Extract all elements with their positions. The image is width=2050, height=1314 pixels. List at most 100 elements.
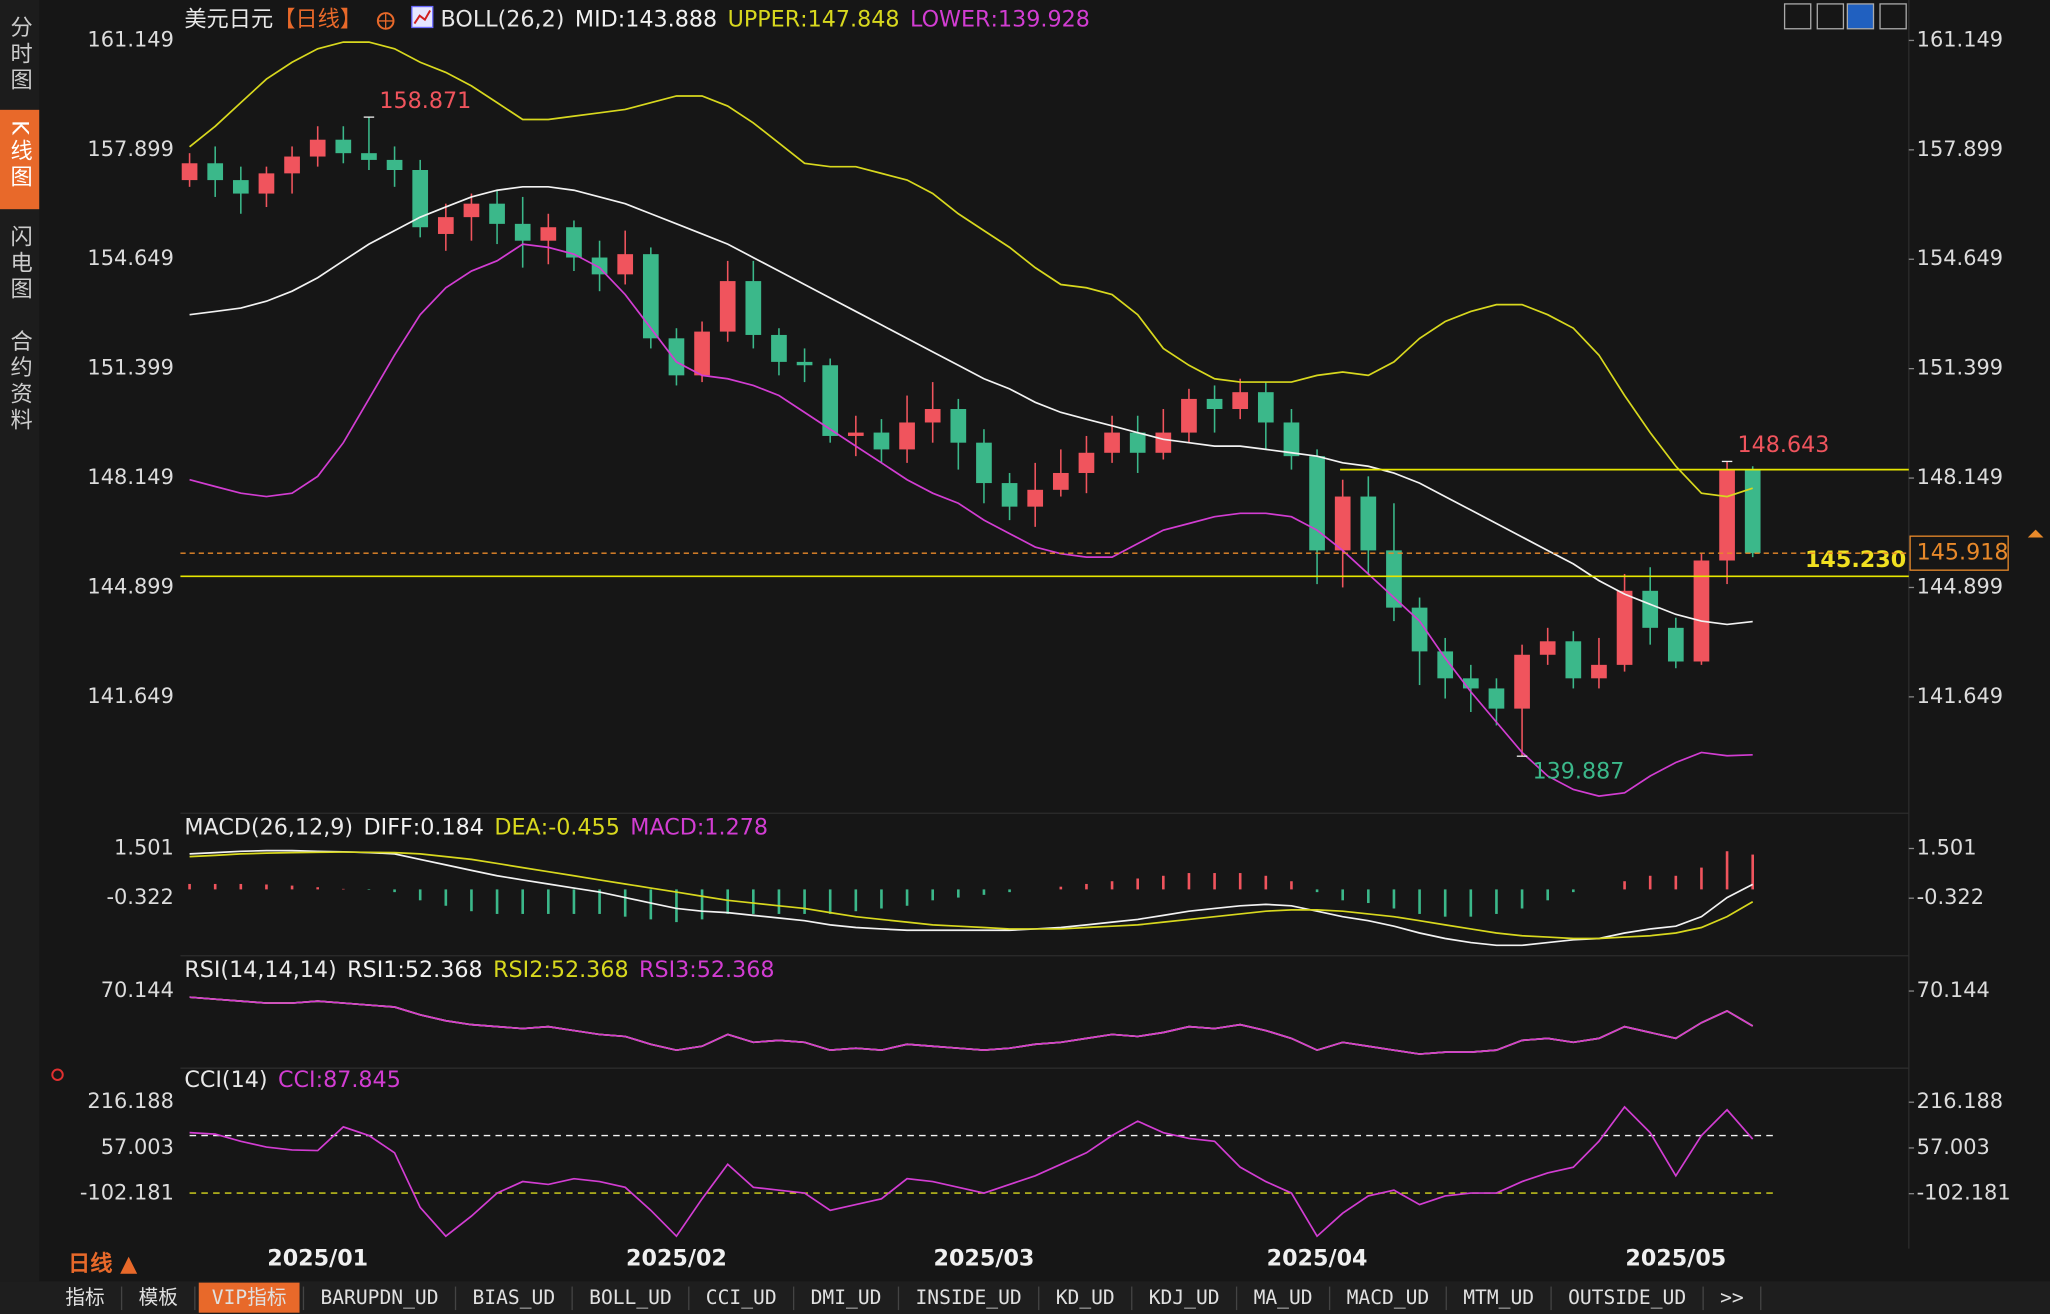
indicator-line [189,996,1754,1055]
legend-value: 139.928 [998,6,1090,32]
toolbar-tab-bg[interactable] [52,1282,118,1313]
layout-icon[interactable] [1816,3,1845,30]
toolbar-tab[interactable]: MACD_UD [1347,1286,1430,1309]
toolbar-tab-bg[interactable] [125,1282,191,1313]
legend-value: 147.848 [808,6,900,32]
candle-body [1565,641,1582,679]
toolbar-tab-bg[interactable] [692,1282,790,1313]
candle-body [617,254,634,275]
legend-name: RSI2 [493,957,543,983]
candle-body [1360,496,1377,551]
y-tick-label: 57.003 [1917,1135,1990,1159]
candle-body [1693,560,1710,662]
toolbar-tab-bg[interactable] [459,1282,569,1313]
horizontal-line-label: 145.230 [1805,547,1906,573]
toolbar-tab-bg[interactable] [1555,1282,1700,1313]
candle-body [591,257,608,275]
toolbar-tab-bg[interactable] [1240,1282,1326,1313]
toolbar-tab-bg[interactable] [1450,1282,1548,1313]
candle-body [745,281,762,335]
legend-title: 美元日元 [184,6,273,32]
toolbar-tab[interactable]: BARUPDN_UD [320,1286,438,1309]
candle-body [1129,432,1146,453]
sidebar-item[interactable]: 分时图 [7,15,33,94]
toolbar-tab-bg[interactable] [902,1282,1035,1313]
macd-line [189,849,1754,947]
candle-body [1462,678,1479,689]
toolbar-tab[interactable]: CCI_UD [706,1286,777,1309]
legend-name: MID [575,6,618,32]
toolbar-tab[interactable]: 模板 [139,1286,178,1309]
toolbar-tab-bg[interactable] [1135,1282,1233,1313]
legend-name: DIFF [364,814,413,840]
legend-title: CCI(14) [184,1066,267,1092]
candle-body [976,442,992,484]
toolbar-tab[interactable]: OUTSIDE_UD [1568,1286,1686,1309]
toolbar-tab-bg[interactable] [1333,1282,1443,1313]
sidebar-item[interactable]: K线图 [7,120,33,191]
y-tick-label: 148.149 [87,465,173,489]
high-label: 158.871 [379,88,471,114]
legend-value: 0.184 [420,814,484,840]
candle-body [1052,472,1069,490]
toolbar-tab[interactable]: KDJ_UD [1149,1286,1220,1309]
boll-line [189,243,1753,797]
toolbar-tab[interactable]: KD_UD [1056,1286,1115,1309]
y-tick-label: -102.181 [80,1181,174,1205]
high-label: 148.643 [1738,432,1830,458]
y-tick-label: 157.899 [1917,137,2003,161]
candle-body [309,139,326,157]
legend-value: -0.455 [548,814,620,840]
toolbar-tab[interactable]: DMI_UD [811,1286,882,1309]
y-tick-label: 157.899 [87,137,173,161]
legend-sep: : [316,1066,323,1092]
crosshair-icon[interactable] [51,1068,64,1081]
toolbar-tab-bg[interactable] [307,1282,452,1313]
period-selector: 日线 ▲ [68,1250,138,1277]
y-tick-label: 148.149 [1917,465,2003,489]
toolbar-tab[interactable]: MA_UD [1254,1286,1313,1309]
sidebar-active-bg [0,109,40,210]
candle-body [847,432,864,436]
toolbar-tab-bg[interactable] [198,1282,300,1313]
legend-name: UPPER [728,6,801,32]
x-tick-label: 2025/03 [934,1246,1035,1272]
toolbar-tab[interactable]: 指标 [65,1286,104,1309]
toolbar-tab[interactable]: >> [1720,1286,1744,1309]
current-price-label: 145.918 [1917,540,2009,566]
candle-body [694,331,710,376]
legend-sep: : [800,6,807,32]
legend-sep: : [991,6,998,32]
toolbar-tab[interactable]: VIP指标 [212,1286,287,1309]
sidebar-item[interactable]: 闪电图 [7,224,33,303]
toolbar-tab-bg[interactable] [1042,1282,1128,1313]
candle-body [1001,483,1018,507]
y-tick-label: 1.501 [114,835,174,859]
sidebar-bg [0,0,40,1282]
toolbar-tab-bg[interactable] [1707,1282,1757,1313]
legend-sep: : [697,814,704,840]
candle-body [899,422,915,450]
legend-value: 1.278 [704,814,768,840]
sidebar-item[interactable]: 合约资料 [7,329,33,434]
candle-body [386,159,403,171]
y-tick-label: -102.181 [1917,1181,2011,1205]
toolbar-tab[interactable]: BOLL_UD [589,1286,672,1309]
current-price-box [1909,535,2009,571]
layout-icon[interactable] [1879,3,1907,30]
candle-body [1104,432,1120,453]
indicator-icon [413,9,431,25]
layout-icon[interactable] [1783,3,1812,30]
candle-body [207,163,224,181]
toolbar-tab-bg[interactable] [576,1282,685,1313]
legend-sep: : [543,957,550,983]
candle-body [361,153,377,160]
toolbar-tab[interactable]: INSIDE_UD [915,1286,1021,1309]
layout-icon[interactable] [1846,3,1875,30]
candle-body [1232,392,1249,410]
toolbar-tab-bg[interactable] [797,1282,895,1313]
toolbar-tab[interactable]: MTM_UD [1463,1286,1534,1309]
toolbar-tab[interactable]: BIAS_UD [473,1286,556,1309]
